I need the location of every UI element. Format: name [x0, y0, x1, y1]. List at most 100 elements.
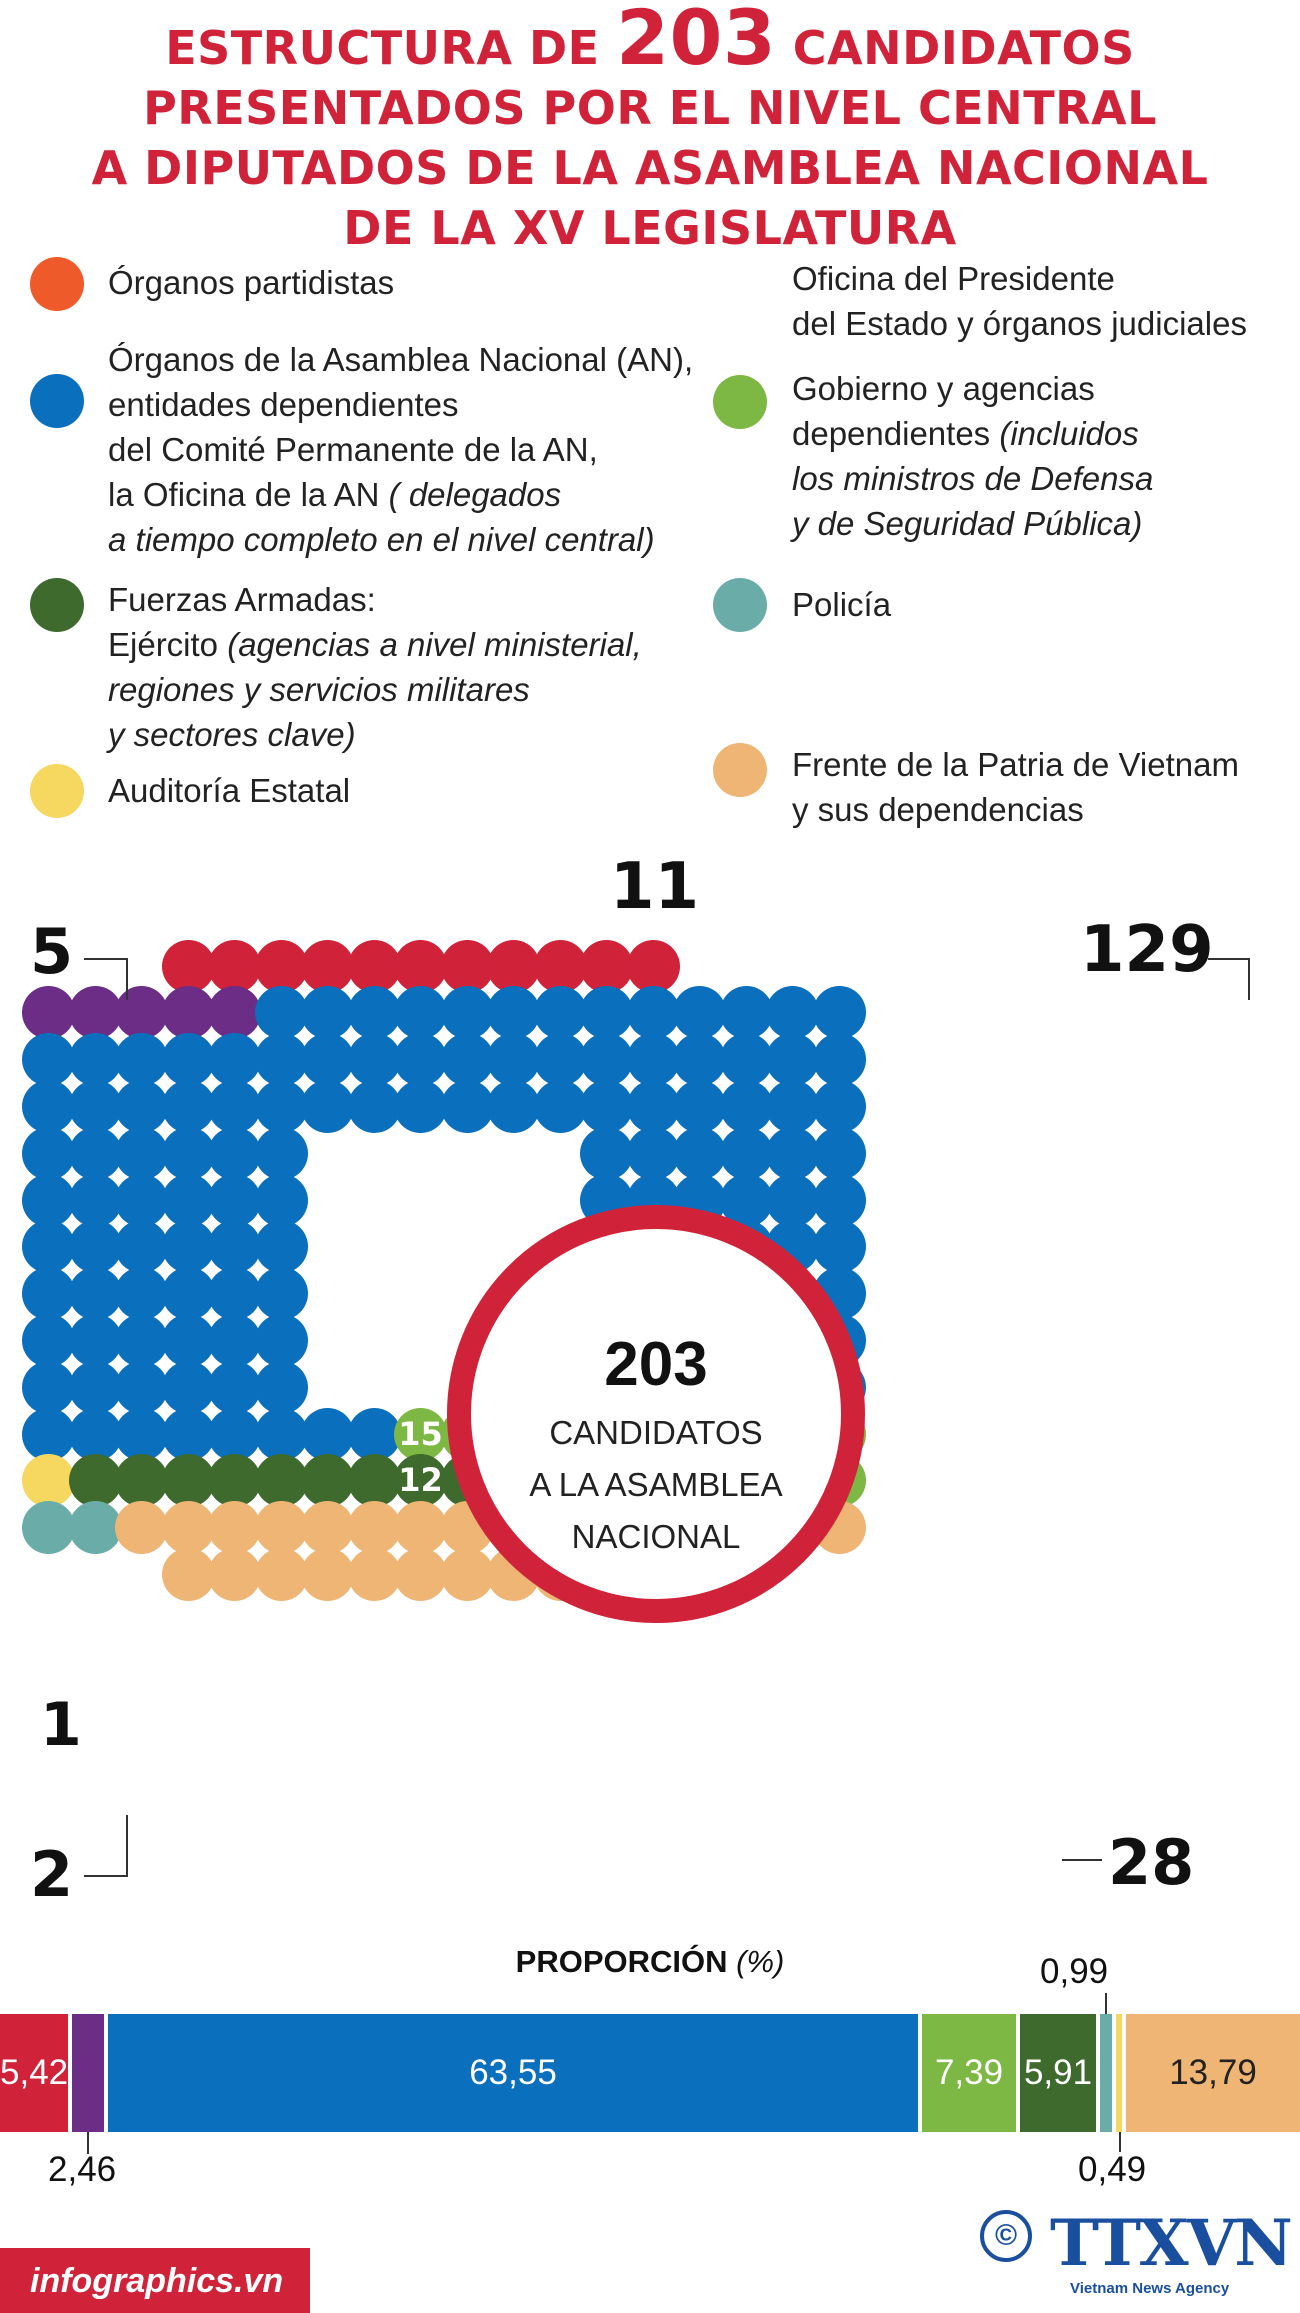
legend-audit-text: Auditoría Estatal [108, 772, 351, 809]
an-dot [626, 1033, 680, 1087]
an-dot [719, 986, 773, 1040]
an-dot [22, 1033, 75, 1087]
legend-gov: Gobierno y agencias dependientes (inclui… [792, 366, 1153, 546]
bar-segment-party: 5,42 [0, 2014, 68, 2132]
bar-label-an: 63,55 [469, 2053, 557, 2092]
party-dot [580, 939, 633, 993]
total-candidates-caption: CANDIDATOS A LA ASAMBLEA NACIONAL [471, 1407, 841, 1563]
title-number: 203 [616, 0, 777, 82]
front-dot [254, 1501, 308, 1555]
an-dot [719, 1079, 773, 1133]
an-dot [301, 986, 354, 1040]
an-dot [208, 1033, 261, 1087]
an-dot [68, 1126, 122, 1180]
an-dot [115, 1220, 168, 1274]
leader-bar-president [87, 2132, 89, 2154]
front-dot [394, 1501, 447, 1555]
an-dot [487, 986, 540, 1040]
an-dot [766, 1173, 819, 1227]
an-dot [487, 1079, 540, 1133]
front-dot [161, 1501, 215, 1555]
an-dot [673, 1033, 726, 1087]
legend-army-line-2: Ejército (agencias a nivel ministerial, [108, 622, 642, 667]
an-dot [719, 1126, 773, 1180]
bar-label-police: 0,99 [1040, 1952, 1109, 1991]
legend-gov-line-3: los ministros de Defensa [792, 460, 1154, 497]
an-dot [115, 1126, 168, 1180]
proportion-unit: (%) [736, 1944, 785, 1979]
army-dot [301, 1454, 354, 1508]
an-dot [68, 1407, 122, 1461]
agency-logo-subtitle: Vietnam News Agency [1070, 2280, 1230, 2297]
an-dot [161, 1407, 215, 1461]
an-dot [254, 1173, 308, 1227]
an-dot [812, 1220, 866, 1274]
an-dot [68, 1360, 122, 1414]
an-dot [766, 1033, 819, 1087]
an-dot [533, 986, 587, 1040]
an-dot [254, 1313, 308, 1367]
count-front: 28 [1108, 1826, 1195, 1899]
an-dot [208, 1360, 261, 1414]
an-dot [626, 1126, 680, 1180]
an-dot [487, 1033, 540, 1087]
legend-army-line-2-italic: (agencias a nivel ministerial, [227, 626, 642, 663]
front-dot [394, 1547, 447, 1601]
bar-label-audit: 0,49 [1078, 2150, 1147, 2189]
audit-dot [22, 1454, 75, 1508]
an-dot [115, 1033, 168, 1087]
an-dot [254, 1267, 308, 1321]
an-dot [766, 1079, 819, 1133]
an-dot [440, 1033, 494, 1087]
an-dot [22, 1360, 75, 1414]
legend-gov-line-2-italic: (incluidos [999, 415, 1139, 452]
police-dot [22, 1501, 75, 1555]
caption-line-3: NACIONAL [571, 1518, 741, 1555]
an-dot [68, 1220, 122, 1274]
front-dot [208, 1547, 261, 1601]
an-dot [766, 986, 819, 1040]
count-an: 129 [1080, 913, 1214, 987]
an-dot [208, 1126, 261, 1180]
an-dot [115, 1079, 168, 1133]
an-dot [22, 1220, 75, 1274]
footer-banner: infographics.vn [0, 2248, 310, 2313]
president-dot [161, 986, 215, 1040]
an-dot [254, 1360, 308, 1414]
an-dot [208, 1407, 261, 1461]
an-dot [347, 986, 401, 1040]
proportion-title-text: PROPORCIÓN [515, 1944, 728, 1979]
front-dot [254, 1547, 308, 1601]
total-candidates-circle: 203 CANDIDATOS A LA ASAMBLEA NACIONAL [447, 1205, 865, 1623]
bar-segment-gov: 7,39 [922, 2014, 1016, 2132]
an-dot [115, 1267, 168, 1321]
an-dot [68, 1173, 122, 1227]
an-dot [208, 1220, 261, 1274]
an-dot [673, 986, 726, 1040]
an-dot [812, 1033, 866, 1087]
legend-gov-line-2-text: dependientes [792, 415, 1000, 452]
an-dot [626, 1079, 680, 1133]
legend-dot-front [713, 743, 767, 797]
an-dot [208, 1267, 261, 1321]
an-dot [22, 1079, 75, 1133]
footer-site: infographics.vn [30, 2262, 284, 2300]
an-dot [673, 1126, 726, 1180]
legend-police: Policía [792, 582, 891, 627]
bar-label-army: 5,91 [1023, 2053, 1093, 2092]
front-dot [347, 1501, 401, 1555]
army-dot [68, 1454, 122, 1508]
legend-an: Órganos de la Asamblea Nacional (AN), en… [108, 337, 693, 562]
legend-front: Frente de la Patria de Vietnam y sus dep… [792, 742, 1239, 832]
front-dot [440, 1547, 494, 1601]
an-dot [208, 1079, 261, 1133]
an-dot [533, 1079, 587, 1133]
an-dot [161, 1033, 215, 1087]
an-dot [22, 1173, 75, 1227]
count-party: 11 [610, 850, 700, 924]
an-dot [394, 986, 447, 1040]
army-dot [394, 1454, 447, 1508]
legend-gov-line-4: y de Seguridad Pública) [792, 505, 1143, 542]
an-dot [68, 1267, 122, 1321]
